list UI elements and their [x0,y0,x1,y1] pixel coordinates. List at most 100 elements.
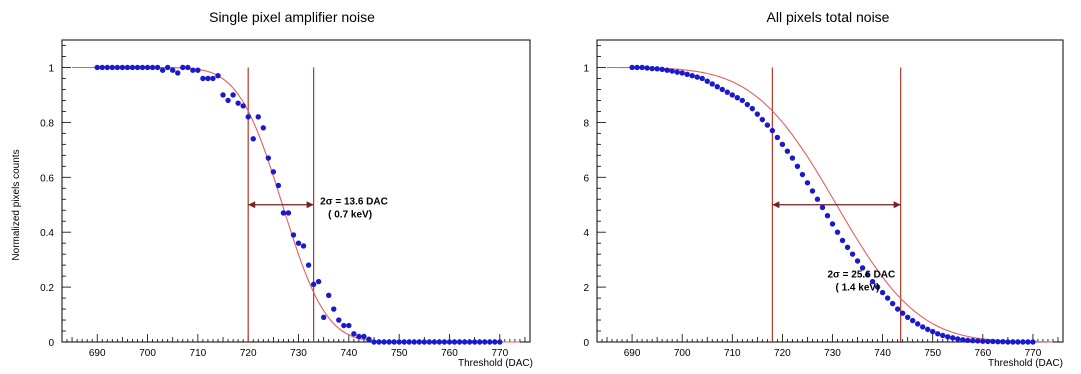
plot-frame [596,39,1064,343]
data-point [970,337,976,344]
data-point [180,64,186,71]
y-tick-label: 6 [583,173,589,184]
data-point [679,70,685,76]
data-point [164,64,171,71]
y-tick-label: 1 [583,63,589,74]
data-point [471,339,478,345]
data-point [699,75,705,82]
data-point [441,339,448,345]
x-axis-label: Threshold (DAC) [458,358,533,369]
data-point [709,81,715,87]
data-point [134,64,141,71]
data-point [99,64,105,71]
data-point [935,331,941,337]
y-tick-label: 8 [583,118,589,129]
data-point [129,64,136,71]
data-point [1020,339,1026,345]
data-point [170,67,176,73]
data-point [235,100,241,106]
x-tick-label: 770 [491,348,508,359]
data-point [386,339,392,345]
annotation-line-2: ( 0.7 keV) [328,210,372,221]
data-point [945,334,951,340]
data-point [200,75,206,82]
data-point [649,65,655,72]
x-tick-label: 720 [240,348,257,359]
y-tick-label: 2 [583,283,589,294]
x-tick-label: 710 [724,348,741,359]
data-point [346,322,352,329]
data-point [819,204,826,211]
data-point [270,169,277,175]
data-point [1015,339,1021,345]
x-tick-label: 710 [190,348,207,359]
x-tick-label: 720 [774,348,791,359]
plot-frame [61,39,531,343]
data-point [396,339,402,345]
data-point [869,278,876,285]
data-point [265,155,272,161]
data-point [889,300,896,307]
y-tick-label: 0.8 [40,118,54,129]
data-point [659,66,665,73]
data-point [461,339,468,345]
data-point [729,92,735,98]
data-point [185,64,191,71]
data-point [739,97,746,104]
data-point [104,64,110,71]
y-axis-label: Normalized pixels counts [11,149,22,260]
data-point [451,339,458,345]
data-point [629,64,635,71]
data-point [930,328,936,335]
data-point [634,64,640,71]
data-point [315,278,322,285]
data-point [1030,339,1036,345]
data-point [476,339,483,345]
data-point [94,64,100,71]
data-point [764,122,771,128]
data-point [376,339,382,345]
data-point [980,338,986,344]
data-point [854,258,861,264]
x-axis-label: Threshold (DAC) [988,358,1063,369]
data-point [114,64,121,71]
data-point [799,171,806,178]
data-point [684,71,690,78]
y-tick-label: 1 [48,63,54,74]
x-tick-label: 750 [924,348,941,359]
data-point [1000,339,1006,345]
data-point [497,339,503,345]
data-point [654,66,660,72]
data-point [456,339,463,345]
data-point [664,67,670,73]
data-point [320,314,327,320]
data-point [884,295,891,301]
data-point [789,155,796,161]
data-point [859,265,866,271]
data-point [401,339,407,345]
data-point [694,74,700,80]
x-tick-label: 750 [391,348,408,359]
x-tick-label: 690 [624,348,641,359]
x-tick-label: 700 [139,348,156,359]
data-point [280,210,287,216]
annotation-line-1: 2σ = 25.6 DAC [827,269,895,280]
data-point [205,75,211,82]
chart-title: All pixels total noise [767,9,890,25]
y-tick-label: 0 [583,338,589,349]
annotation-line-2: ( 1.4 keV) [835,282,879,293]
data-point [195,67,201,73]
data-point [774,134,781,141]
data-point [190,67,196,73]
data-point [275,182,282,189]
y-tick-label: 4 [583,228,589,239]
annotation-line-1: 2σ = 13.6 DAC [320,197,388,208]
data-point [210,75,216,82]
x-tick-label: 760 [974,348,991,359]
data-point [965,337,971,344]
chart-title: Single pixel amplifier noise [209,9,375,25]
data-point [119,64,126,71]
data-point [391,339,397,345]
data-point [749,105,756,112]
